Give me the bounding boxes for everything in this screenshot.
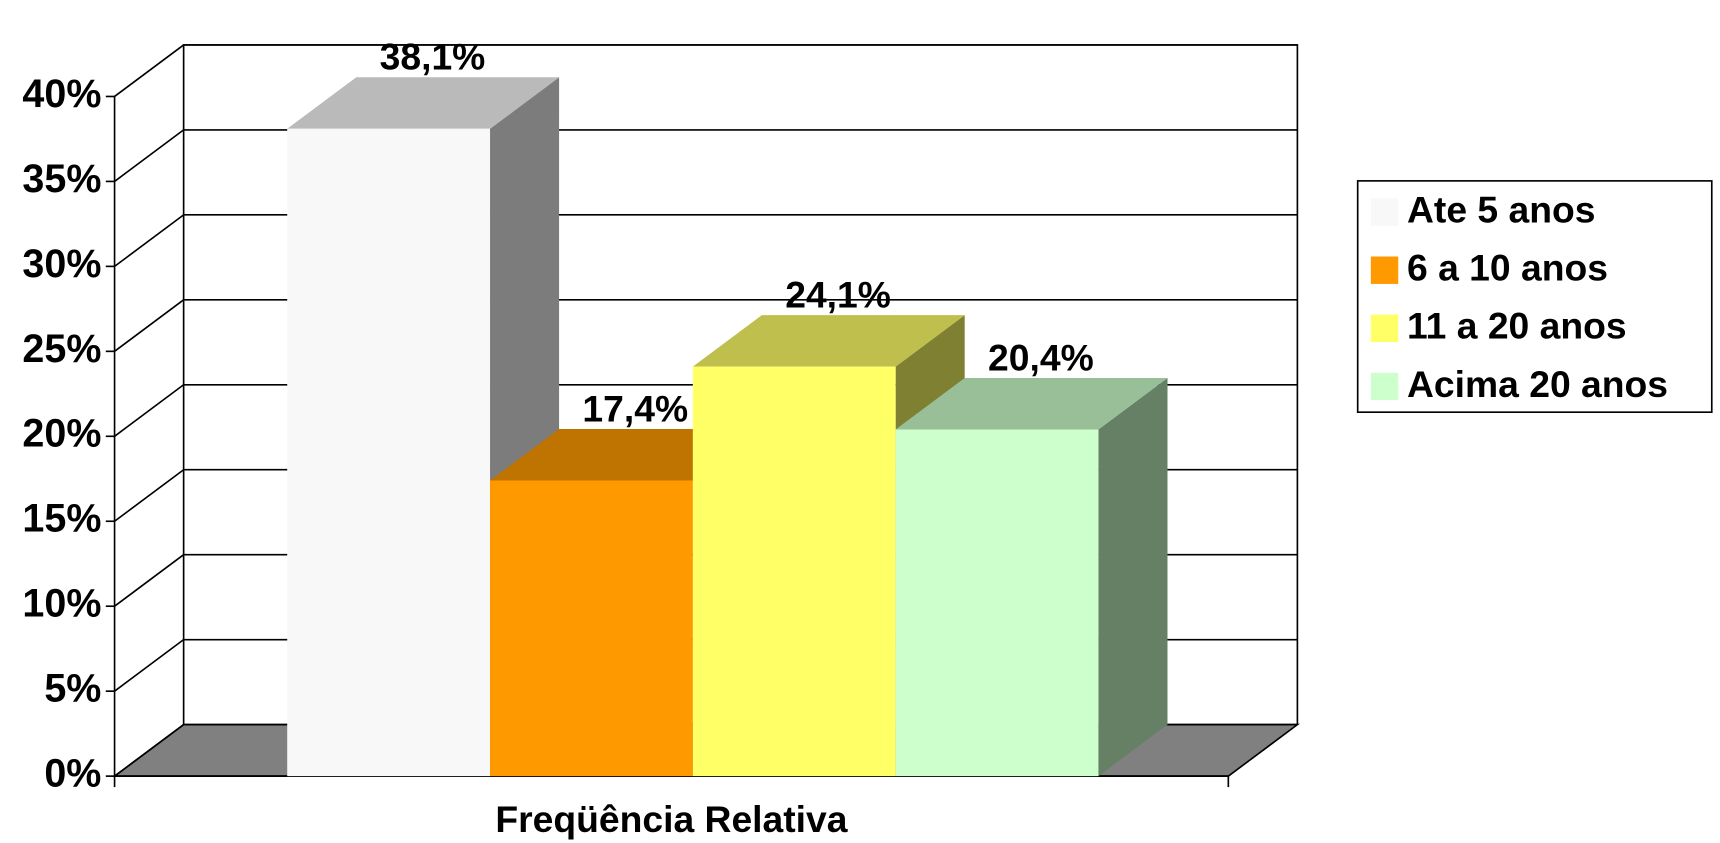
y-tick-label: 10% [22, 582, 101, 626]
legend-label: Acima 20 anos [1407, 363, 1668, 405]
bar-top [895, 377, 1168, 430]
side-grid-line [114, 44, 185, 98]
legend-swatch [1370, 314, 1399, 343]
value-label: 38,1% [380, 36, 486, 78]
value-label: 24,1% [785, 273, 891, 315]
bar [692, 366, 896, 777]
y-tick-label: 5% [44, 667, 101, 711]
legend-label: Ate 5 anos [1407, 189, 1595, 231]
x-axis-label: Freqüência Relativa [495, 798, 847, 840]
y-tick-label: 25% [22, 327, 101, 371]
side-grid-line [114, 214, 185, 268]
bar-side [1098, 377, 1168, 777]
value-label: 17,4% [582, 387, 688, 429]
bar-top [287, 77, 560, 129]
y-tick-label: 30% [22, 242, 101, 286]
y-tick-label: 35% [22, 157, 101, 201]
legend-label: 6 a 10 anos [1407, 247, 1608, 289]
side-grid-line [114, 129, 185, 183]
legend-label: 11 a 20 anos [1407, 305, 1627, 347]
legend [1356, 180, 1713, 414]
legend-swatch [1370, 198, 1399, 226]
side-grid-line [114, 723, 185, 777]
bar-top [692, 315, 965, 367]
bar [287, 128, 491, 777]
side-grid-line [114, 638, 185, 692]
side-grid-line [114, 554, 185, 607]
bar [490, 480, 693, 777]
side-grid-line [114, 299, 185, 353]
legend-swatch [1370, 372, 1399, 401]
y-tick-label: 0% [44, 752, 101, 796]
side-grid-line [114, 384, 185, 437]
y-tick-label: 20% [22, 412, 101, 456]
bar [895, 429, 1099, 777]
legend-swatch [1370, 256, 1399, 284]
value-label: 20,4% [988, 336, 1094, 378]
y-tick-label: 40% [22, 72, 101, 116]
side-grid-line [114, 469, 185, 522]
y-tick-label: 15% [22, 497, 101, 541]
